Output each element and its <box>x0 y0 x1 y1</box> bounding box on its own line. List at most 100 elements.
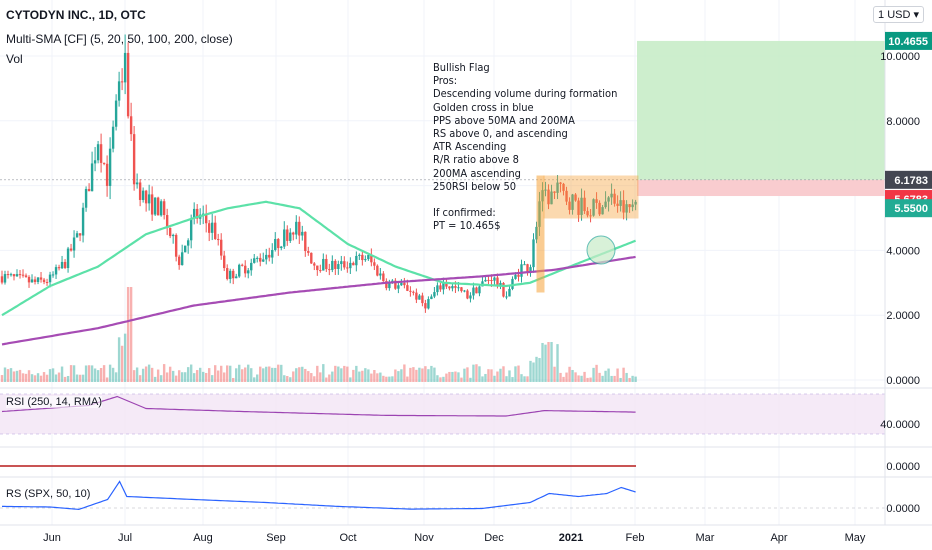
volume-bar <box>195 370 199 382</box>
trade-zones <box>0 40 885 197</box>
volume-bar <box>60 366 64 382</box>
candle-body <box>622 200 625 213</box>
annotation-line: Pros: <box>433 74 458 88</box>
candle-body <box>343 261 346 268</box>
candle-body <box>183 245 187 253</box>
candle-body <box>259 257 262 262</box>
symbol-title[interactable]: CYTODYN INC., 1D, OTC <box>6 8 146 22</box>
candle-body <box>565 190 568 202</box>
indicator-tick-label: 0.0000 <box>886 503 920 515</box>
volume-bar <box>189 364 193 382</box>
candle-body <box>75 233 79 238</box>
annotation-line: Bullish Flag <box>433 61 490 74</box>
volume-bar <box>144 366 148 382</box>
volume-bar <box>412 367 415 382</box>
volume-bar <box>424 366 427 382</box>
rs-line <box>2 480 636 511</box>
price-badge-label: 5.5500 <box>894 203 928 215</box>
rs-label[interactable]: RS (SPX, 50, 10) <box>6 488 91 500</box>
volume-bar <box>304 368 307 382</box>
volume-bar <box>523 376 526 382</box>
volume-bar <box>153 376 157 382</box>
volume-bar <box>565 372 568 382</box>
volume-bar <box>481 376 484 382</box>
volume-bar <box>322 364 325 382</box>
candle-body <box>78 233 82 236</box>
volume-bar <box>63 376 67 382</box>
volume-bar <box>90 365 94 382</box>
candle-body <box>634 201 637 205</box>
candle-body <box>210 222 214 233</box>
candle-body <box>307 251 310 253</box>
candle-body <box>18 274 22 276</box>
candle-body <box>277 239 280 249</box>
price-badge-label: 6.1783 <box>894 175 928 187</box>
candle-body <box>132 134 136 185</box>
candle-body <box>499 282 502 287</box>
volume-bar <box>0 375 4 382</box>
volume-bar <box>409 367 412 382</box>
volume-bar <box>313 376 316 382</box>
candle-body <box>244 265 247 274</box>
volume-bar <box>259 366 262 382</box>
volume-bar <box>337 366 340 382</box>
candle-body <box>30 279 34 283</box>
candle-body <box>496 277 499 287</box>
candle-body <box>550 191 553 205</box>
candle-body <box>66 248 70 269</box>
rsi-line <box>1 395 636 417</box>
volume-legend[interactable]: Vol <box>6 52 23 66</box>
volume-bar <box>105 377 109 382</box>
candle-body <box>69 248 73 251</box>
volume-bar <box>9 368 13 382</box>
volume-bar <box>580 375 583 382</box>
stop-zone <box>637 179 885 197</box>
candle-body <box>394 280 397 289</box>
candle-body <box>229 270 232 279</box>
candle-body <box>574 194 577 201</box>
candle-body <box>487 279 490 281</box>
candle-body <box>159 201 163 216</box>
price-tick-label: 0.0000 <box>886 375 920 387</box>
volume-bar <box>48 369 52 382</box>
candle-body <box>472 287 475 296</box>
candle-body <box>616 203 619 206</box>
volume-bar <box>21 373 25 382</box>
candle-body <box>412 291 415 293</box>
candle-body <box>177 256 181 266</box>
price-tick-label: 2.0000 <box>886 310 920 322</box>
candle-body <box>36 277 40 282</box>
candle-body <box>319 270 322 272</box>
volume-bar <box>87 365 91 382</box>
volume-bar <box>352 369 355 382</box>
volume-bar <box>42 372 46 382</box>
currency-button[interactable]: 1 USD ▾ <box>873 6 924 23</box>
volume-bar <box>141 368 145 382</box>
candle-body <box>87 188 91 192</box>
candle-body <box>400 282 403 286</box>
volume-bar <box>18 369 22 382</box>
volume-bar <box>445 373 448 382</box>
candle-body <box>502 282 505 297</box>
sma-legend[interactable]: Multi-SMA [CF] (5, 20, 50, 100, 200, clo… <box>6 32 233 46</box>
candle-body <box>610 193 613 198</box>
volume-bar <box>493 375 496 382</box>
candle-body <box>346 267 349 269</box>
candle-body <box>526 264 529 273</box>
candle-body <box>382 273 385 282</box>
volume-bar <box>3 367 7 382</box>
candle-body <box>220 239 223 256</box>
volume-bar <box>391 376 394 382</box>
volume-bar <box>577 375 580 382</box>
candle-body <box>547 189 550 205</box>
annotation-line: RS above 0, and ascending <box>433 126 568 140</box>
volume-bar <box>15 370 19 382</box>
annotation-line: If confirmed: <box>433 206 496 220</box>
volume-bar <box>135 367 139 382</box>
rsi-label[interactable]: RSI (250, 14, RMA) <box>6 396 102 408</box>
candle-body <box>322 258 325 271</box>
candle-body <box>361 254 364 261</box>
candle-body <box>24 275 28 277</box>
volume-bar <box>235 368 238 382</box>
